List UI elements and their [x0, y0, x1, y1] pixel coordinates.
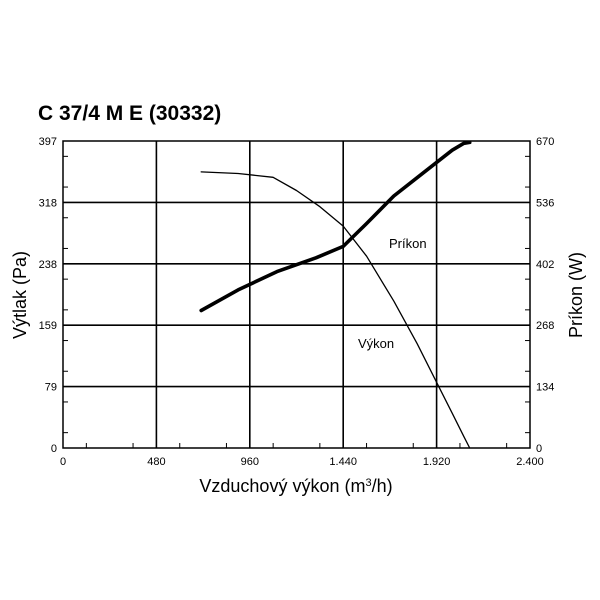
- y-left-axis-label: Výtlak (Pa): [10, 251, 30, 339]
- y-right-tick-label: 0: [536, 443, 542, 455]
- x-tick-label: 0: [60, 456, 66, 468]
- y-right-tick-labels: 0 134 268 402 536 670: [536, 136, 554, 455]
- series-labels: Výkon Príkon: [358, 236, 427, 351]
- series-group: [199, 140, 472, 449]
- y-right-tick-label: 134: [536, 382, 554, 394]
- x-axis-label-superscript: 3: [365, 477, 371, 489]
- y-left-tick-label: 397: [39, 136, 57, 148]
- grid: [63, 141, 530, 448]
- y-left-tick-label: 79: [45, 382, 57, 394]
- x-axis-label-main: Vzduchový výkon (m: [199, 476, 365, 496]
- x-tick-label: 1.440: [329, 456, 357, 468]
- x-tick-label: 960: [241, 456, 259, 468]
- y-right-axis-label: Príkon (W): [566, 252, 586, 338]
- y-left-tick-label: 159: [39, 320, 57, 332]
- y-left-tick-labels: 0 79 159 238 318 397: [39, 136, 57, 455]
- series-line-vykon: [200, 171, 471, 449]
- x-axis-label: Vzduchový výkon (m3/h): [199, 476, 392, 496]
- y-right-tick-label: 402: [536, 259, 554, 271]
- x-tick-labels: 0 480 960 1.440 1.920 2.400: [60, 456, 544, 468]
- plot-frame: [62, 140, 531, 449]
- y-left-tick-label: 318: [39, 197, 57, 209]
- y-right-tick-label: 670: [536, 136, 554, 148]
- chart-title: C 37/4 M E (30332): [38, 102, 221, 125]
- x-tick-label: 480: [147, 456, 165, 468]
- series-line-prikon: [199, 140, 472, 313]
- y-right-tick-label: 268: [536, 320, 554, 332]
- y-right-tick-label: 536: [536, 197, 554, 209]
- x-tick-label: 2.400: [516, 456, 544, 468]
- x-tick-label: 1.920: [423, 456, 451, 468]
- y-left-tick-label: 0: [51, 443, 57, 455]
- series-label-prikon: Príkon: [389, 236, 427, 251]
- x-axis-label-suffix: /h): [372, 476, 393, 496]
- y-left-tick-label: 238: [39, 259, 57, 271]
- series-label-vykon: Výkon: [358, 336, 394, 351]
